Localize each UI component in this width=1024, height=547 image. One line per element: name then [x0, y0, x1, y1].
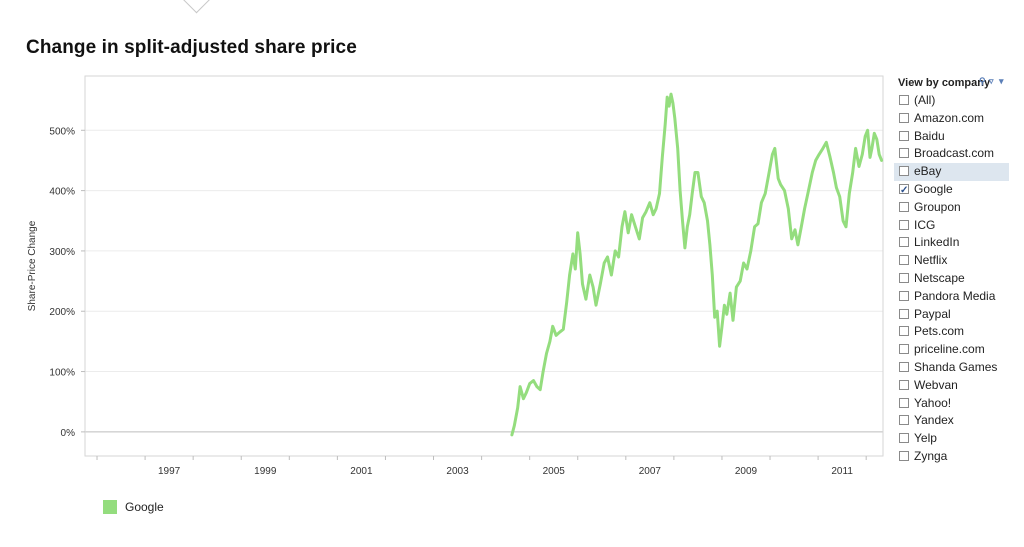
filter-option-label: ICG	[914, 217, 936, 232]
filter-checkbox[interactable]	[899, 166, 909, 177]
dropdown-icon[interactable]: ▾	[999, 76, 1004, 86]
filter-option[interactable]: Pets.com	[894, 323, 1014, 341]
filter-option[interactable]: Paypal	[894, 306, 1014, 324]
filter-option[interactable]: Shanda Games	[894, 359, 1014, 377]
x-tick-label: 2005	[543, 466, 566, 477]
filter-option[interactable]: (All)	[894, 92, 1014, 110]
filter-option[interactable]: priceline.com	[894, 341, 1014, 359]
filter-checkbox[interactable]	[899, 397, 909, 408]
filter-option-label: Netflix	[914, 253, 948, 268]
filter-option-label: Yahoo!	[914, 395, 952, 410]
filter-checkbox[interactable]	[899, 272, 909, 283]
filter-icon[interactable]: ▿	[989, 76, 994, 86]
filter-option-label: Paypal	[914, 306, 951, 321]
filter-option[interactable]: Netscape	[894, 270, 1014, 288]
filter-option[interactable]: Netflix	[894, 252, 1014, 270]
filter-option[interactable]: Yandex	[894, 412, 1014, 430]
filter-option[interactable]: Amazon.com	[894, 110, 1014, 128]
y-tick-label: 0%	[61, 428, 76, 439]
x-tick-label: 2003	[446, 466, 469, 477]
filter-checkbox[interactable]	[899, 433, 909, 444]
filter-option[interactable]: LinkedIn	[894, 234, 1014, 252]
filter-option[interactable]: Yahoo!	[894, 395, 1014, 413]
filter-option-label: Broadcast.com	[914, 146, 995, 161]
filter-option-label: Zynga	[914, 448, 948, 463]
filter-option-label: Groupon	[914, 199, 961, 214]
series-line-google	[510, 92, 884, 437]
filter-checkbox[interactable]	[899, 112, 909, 123]
filter-checkbox[interactable]	[899, 237, 909, 248]
filter-option-label: Pandora Media	[914, 288, 996, 303]
filter-option[interactable]: eBay	[894, 163, 1009, 181]
filter-option-label: LinkedIn	[914, 235, 960, 250]
filter-checkbox[interactable]	[899, 361, 909, 372]
x-tick-label: 2011	[831, 466, 853, 477]
filter-option-label: Webvan	[914, 377, 958, 392]
y-axis-title: Share-Price Change	[27, 220, 38, 311]
filter-header: View by company ⚲ ▿ ▾	[894, 75, 1014, 91]
filter-option-label: eBay	[914, 164, 942, 179]
filter-checkbox[interactable]	[899, 148, 909, 159]
filter-checkbox[interactable]	[899, 130, 909, 141]
filter-option[interactable]: Baidu	[894, 128, 1014, 146]
y-tick-label: 100%	[49, 368, 75, 379]
filter-checkbox[interactable]	[899, 450, 909, 461]
filter-option[interactable]: Webvan	[894, 377, 1014, 395]
filter-option-label: (All)	[914, 93, 936, 107]
plot-frame	[84, 75, 884, 457]
filter-option-label: Baidu	[914, 128, 945, 143]
filter-option[interactable]: ICG	[894, 217, 1014, 235]
filter-option[interactable]: Yelp	[894, 430, 1014, 448]
y-tick-label: 200%	[49, 307, 75, 318]
filter-checkbox[interactable]	[899, 308, 909, 319]
y-tick-label: 300%	[49, 247, 75, 258]
filter-checkbox[interactable]	[899, 219, 909, 230]
filter-checkbox[interactable]	[899, 290, 909, 301]
filter-option[interactable]: Zynga	[894, 448, 1014, 466]
filter-option-label: Amazon.com	[914, 110, 985, 125]
filter-checkbox[interactable]	[899, 415, 909, 426]
check-icon: ✓	[900, 184, 909, 196]
x-tick-label: 1999	[254, 466, 277, 477]
filter-option[interactable]: Groupon	[894, 199, 1014, 217]
filter-checkbox[interactable]	[899, 95, 909, 105]
filter-checkbox[interactable]	[899, 379, 909, 390]
x-tick-label: 1997	[158, 466, 181, 477]
filter-option[interactable]: ✓ Google	[894, 181, 1014, 199]
x-tick-label: 2009	[735, 466, 758, 477]
filter-list: (All) Amazon.com Baidu Broadcast.com eBay ✓ Go…	[894, 92, 1014, 466]
company-filter: View by company ⚲ ▿ ▾ (All) Amazon.com Bai…	[894, 75, 1014, 466]
search-icon[interactable]: ⚲	[979, 76, 986, 86]
filter-checkbox[interactable]	[899, 201, 909, 212]
filter-option-label: Pets.com	[914, 324, 965, 339]
legend-swatch-google	[103, 500, 117, 514]
legend-label-google: Google	[125, 500, 164, 514]
filter-checkbox[interactable]	[899, 326, 909, 337]
x-tick-label: 2001	[350, 466, 373, 477]
filter-option-label: Yelp	[914, 431, 937, 446]
page-title: Change in split-adjusted share price	[26, 37, 357, 58]
filter-option-label: Shanda Games	[914, 359, 998, 374]
filter-title: View by company	[898, 77, 991, 89]
filter-checkbox[interactable]: ✓	[899, 183, 909, 196]
filter-option-label: Google	[914, 181, 953, 196]
legend: Google	[103, 500, 164, 514]
x-tick-label: 2007	[639, 466, 662, 477]
filter-checkbox[interactable]	[899, 344, 909, 355]
y-tick-label: 400%	[49, 187, 75, 198]
filter-option-label: Netscape	[914, 270, 965, 285]
filter-option[interactable]: Broadcast.com	[894, 145, 1014, 163]
filter-option-label: priceline.com	[914, 342, 985, 357]
y-tick-label: 500%	[49, 126, 75, 137]
filter-option[interactable]: Pandora Media	[894, 288, 1014, 306]
filter-checkbox[interactable]	[899, 255, 909, 266]
filter-option-label: Yandex	[914, 413, 954, 428]
